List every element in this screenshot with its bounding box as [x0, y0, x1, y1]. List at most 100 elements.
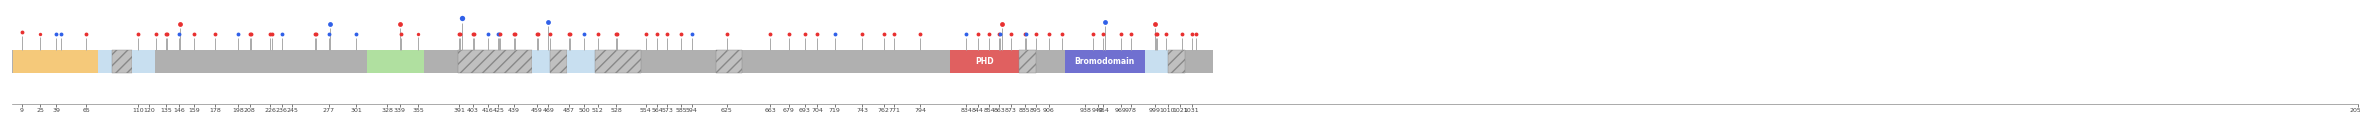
Point — [481, 33, 519, 35]
Point — [444, 17, 481, 19]
Bar — [550, 50, 566, 73]
Point — [663, 33, 701, 35]
Point — [637, 33, 675, 35]
Point — [453, 33, 491, 35]
Bar — [12, 50, 97, 73]
Bar — [458, 50, 533, 73]
Point — [597, 33, 635, 35]
Point — [1086, 33, 1123, 35]
Point — [470, 33, 507, 35]
Point — [673, 33, 710, 35]
Bar — [1145, 50, 1168, 73]
Point — [1112, 33, 1149, 35]
Point — [902, 33, 939, 35]
Text: PHD: PHD — [975, 57, 994, 66]
Point — [160, 23, 198, 25]
Point — [531, 33, 569, 35]
Point — [876, 33, 913, 35]
Bar — [97, 50, 113, 73]
Point — [786, 33, 824, 35]
Point — [38, 33, 76, 35]
Point — [42, 33, 80, 35]
Point — [137, 33, 175, 35]
Point — [149, 33, 186, 35]
Point — [1138, 33, 1175, 35]
Point — [798, 33, 835, 35]
Point — [750, 33, 788, 35]
Point — [382, 33, 420, 35]
Point — [496, 33, 533, 35]
Point — [68, 33, 106, 35]
Point — [1029, 33, 1067, 35]
Point — [1173, 33, 1211, 35]
Point — [479, 33, 517, 35]
Point — [1074, 33, 1112, 35]
Point — [1147, 33, 1185, 35]
Point — [708, 33, 746, 35]
Point — [982, 33, 1020, 35]
Bar — [113, 50, 132, 73]
Point — [160, 33, 198, 35]
Point — [970, 33, 1008, 35]
Point — [946, 33, 984, 35]
Point — [1043, 33, 1081, 35]
Point — [496, 33, 533, 35]
Point — [979, 33, 1017, 35]
Point — [649, 33, 687, 35]
Point — [297, 33, 335, 35]
Point — [295, 33, 333, 35]
Point — [219, 33, 257, 35]
Point — [628, 33, 666, 35]
Point — [864, 33, 902, 35]
Bar — [533, 50, 550, 73]
Point — [1178, 33, 1215, 35]
Point — [564, 33, 602, 35]
Point — [481, 33, 519, 35]
Point — [441, 33, 479, 35]
Point — [1008, 33, 1045, 35]
Point — [519, 33, 557, 35]
Point — [455, 33, 493, 35]
Point — [21, 33, 59, 35]
Point — [441, 33, 479, 35]
Point — [231, 33, 269, 35]
Point — [982, 23, 1020, 25]
Point — [253, 33, 290, 35]
Point — [519, 33, 557, 35]
Bar — [715, 50, 741, 73]
Point — [1138, 33, 1175, 35]
Point — [958, 33, 996, 35]
Point — [196, 33, 234, 35]
Point — [175, 33, 212, 35]
Point — [1163, 33, 1201, 35]
Point — [769, 33, 807, 35]
Point — [550, 33, 588, 35]
Point — [146, 33, 184, 35]
Bar — [1064, 50, 1145, 73]
Point — [552, 33, 590, 35]
Point — [1135, 23, 1173, 25]
Point — [399, 33, 437, 35]
Bar — [1168, 50, 1185, 73]
Point — [1102, 33, 1140, 35]
Point — [1017, 33, 1055, 35]
Point — [231, 33, 269, 35]
Point — [1086, 21, 1123, 23]
Bar — [132, 50, 156, 73]
Point — [529, 21, 566, 23]
Bar — [951, 50, 1020, 73]
Point — [991, 33, 1029, 35]
Point — [843, 33, 880, 35]
Bar — [366, 50, 425, 73]
Point — [253, 33, 290, 35]
Point — [337, 33, 375, 35]
Point — [599, 33, 637, 35]
Point — [578, 33, 616, 35]
Point — [262, 33, 300, 35]
Point — [817, 33, 854, 35]
Bar — [12, 50, 1213, 73]
Text: Bromodomain: Bromodomain — [1074, 57, 1135, 66]
Bar — [595, 50, 642, 73]
Point — [309, 33, 347, 35]
Point — [380, 23, 418, 25]
